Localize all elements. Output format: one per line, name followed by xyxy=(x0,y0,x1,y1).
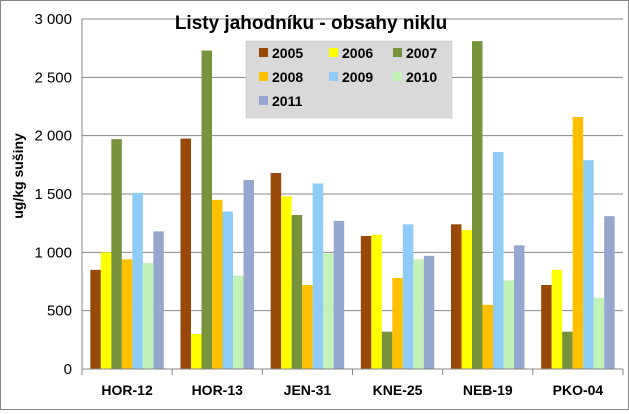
chart-title: Listy jahodníku - obsahy niklu xyxy=(175,13,447,34)
bar xyxy=(333,220,345,369)
x-tick-label: KNE-25 xyxy=(373,382,423,398)
bar xyxy=(270,173,282,369)
bar xyxy=(281,196,292,369)
legend-label: 2011 xyxy=(272,93,303,109)
x-tick-labels: HOR-12 HOR-13 JEN-31 KNE-25 NEB-19 PKO-04 xyxy=(101,382,603,398)
y-tick-label: 3 000 xyxy=(34,11,72,28)
y-tick-label: 1 000 xyxy=(34,244,72,261)
legend-box xyxy=(245,40,453,119)
legend-label: 2005 xyxy=(272,45,303,61)
bar xyxy=(493,152,504,369)
x-tick-label: HOR-13 xyxy=(192,382,244,398)
bar xyxy=(514,245,525,369)
bar xyxy=(90,269,101,369)
bar xyxy=(291,215,303,369)
bar xyxy=(472,41,483,370)
bar xyxy=(451,224,462,369)
bar xyxy=(121,259,133,369)
axes xyxy=(81,19,624,375)
bar xyxy=(392,278,403,369)
x-tick-label: JEN-31 xyxy=(284,382,332,398)
y-tick-label: 2 500 xyxy=(34,69,72,86)
bar xyxy=(593,297,605,369)
y-tick-label: 1 500 xyxy=(34,186,72,203)
bar xyxy=(132,192,143,369)
legend-swatch xyxy=(393,48,402,57)
bar xyxy=(222,211,233,369)
legend: 2005 2006 2007 2008 2009 2010 2011 xyxy=(245,40,453,119)
y-axis-label: ug/kg sušiny xyxy=(10,133,26,219)
bar xyxy=(191,334,202,369)
bar xyxy=(503,280,514,369)
bar xyxy=(551,269,563,369)
y-tick-labels: 0 500 1 000 1 500 2 000 2 500 3 000 xyxy=(34,11,72,378)
bar xyxy=(111,139,122,369)
bar xyxy=(583,160,594,369)
legend-label: 2006 xyxy=(342,45,373,61)
x-tick-label: HOR-12 xyxy=(101,382,153,398)
x-tick-label: PKO-04 xyxy=(553,382,604,398)
legend-swatch xyxy=(259,72,268,81)
legend-label: 2008 xyxy=(272,69,303,85)
bar xyxy=(233,275,244,369)
bar xyxy=(312,183,324,369)
bar xyxy=(423,255,435,369)
bar xyxy=(323,253,334,369)
bar xyxy=(562,331,573,369)
bar xyxy=(381,331,393,369)
bar xyxy=(243,180,254,369)
legend-swatch xyxy=(259,96,268,105)
legend-swatch xyxy=(259,48,268,57)
legend-label: 2009 xyxy=(342,69,373,85)
bar xyxy=(482,304,493,369)
bar xyxy=(461,230,472,369)
x-tick-label: NEB-19 xyxy=(463,382,513,398)
bar xyxy=(360,236,372,369)
bar xyxy=(604,216,615,369)
bar xyxy=(402,224,414,369)
bar xyxy=(212,199,223,369)
bar xyxy=(413,259,424,369)
bars xyxy=(90,41,615,370)
bar xyxy=(142,262,154,369)
y-tick-label: 0 xyxy=(64,361,72,378)
bar xyxy=(302,285,313,369)
y-tick-label: 500 xyxy=(47,303,72,320)
bar xyxy=(180,138,191,369)
bar xyxy=(201,50,212,369)
bar xyxy=(371,234,382,369)
bar xyxy=(572,117,584,369)
y-tick-label: 2 000 xyxy=(34,128,72,145)
legend-swatch xyxy=(393,72,402,81)
legend-label: 2010 xyxy=(406,69,437,85)
legend-swatch xyxy=(329,72,338,81)
bar xyxy=(541,285,552,369)
legend-swatch xyxy=(329,48,338,57)
bar xyxy=(153,231,164,369)
bar xyxy=(100,252,112,369)
legend-label: 2007 xyxy=(406,45,437,61)
